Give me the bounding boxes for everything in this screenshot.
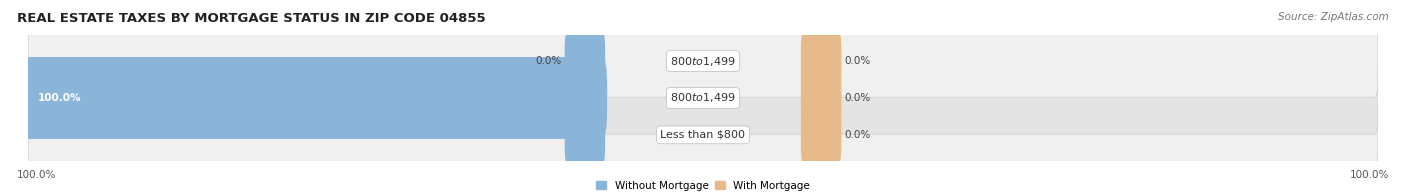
- Text: 100.0%: 100.0%: [17, 170, 56, 180]
- FancyBboxPatch shape: [28, 62, 1378, 134]
- Text: Source: ZipAtlas.com: Source: ZipAtlas.com: [1278, 12, 1389, 22]
- FancyBboxPatch shape: [22, 57, 607, 139]
- Text: 0.0%: 0.0%: [845, 130, 870, 140]
- FancyBboxPatch shape: [565, 31, 605, 91]
- Text: REAL ESTATE TAXES BY MORTGAGE STATUS IN ZIP CODE 04855: REAL ESTATE TAXES BY MORTGAGE STATUS IN …: [17, 12, 485, 25]
- Text: 0.0%: 0.0%: [536, 56, 561, 66]
- FancyBboxPatch shape: [28, 25, 1378, 97]
- Text: 0.0%: 0.0%: [845, 56, 870, 66]
- FancyBboxPatch shape: [565, 105, 605, 165]
- Text: Less than $800: Less than $800: [661, 130, 745, 140]
- Text: 0.0%: 0.0%: [845, 93, 870, 103]
- Text: 100.0%: 100.0%: [38, 93, 82, 103]
- Text: $800 to $1,499: $800 to $1,499: [671, 55, 735, 68]
- FancyBboxPatch shape: [801, 105, 841, 165]
- FancyBboxPatch shape: [28, 99, 1378, 171]
- Text: $800 to $1,499: $800 to $1,499: [671, 92, 735, 104]
- Legend: Without Mortgage, With Mortgage: Without Mortgage, With Mortgage: [596, 181, 810, 191]
- Text: 0.0%: 0.0%: [536, 130, 561, 140]
- Text: 100.0%: 100.0%: [1350, 170, 1389, 180]
- FancyBboxPatch shape: [801, 31, 841, 91]
- FancyBboxPatch shape: [801, 68, 841, 128]
